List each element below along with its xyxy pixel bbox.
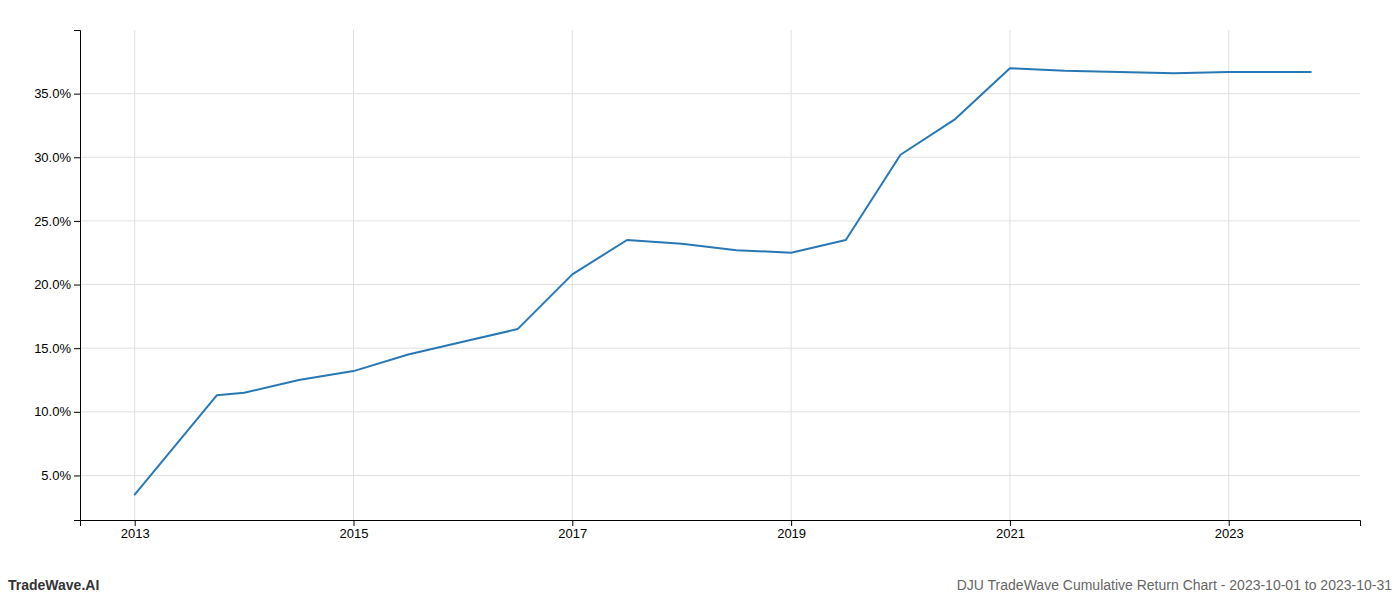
grid-line-y — [80, 475, 1360, 476]
y-axis-line — [74, 31, 81, 521]
x-tick-label: 2021 — [996, 526, 1025, 541]
x-tick-label: 2015 — [340, 526, 369, 541]
x-tick-mark — [572, 520, 573, 526]
x-axis-line — [81, 521, 1361, 527]
x-tick-mark — [1229, 520, 1230, 526]
y-tick: 35.0% — [34, 86, 80, 101]
y-tick-label: 30.0% — [34, 150, 71, 165]
grid-line-x — [134, 30, 135, 520]
grid-line-y — [80, 411, 1360, 412]
y-tick: 25.0% — [34, 214, 80, 229]
y-tick: 30.0% — [34, 150, 80, 165]
grid-line-x — [1228, 30, 1229, 520]
y-tick-label: 5.0% — [41, 468, 71, 483]
x-tick-mark — [354, 520, 355, 526]
y-tick: 20.0% — [34, 277, 80, 292]
x-tick: 2021 — [996, 520, 1025, 541]
chart: 2013 2015 2017 2019 2021 2023 5.0% 10.0% 15.0% 20… — [0, 0, 1400, 600]
grid-line-y — [80, 284, 1360, 285]
y-tick-label: 10.0% — [34, 404, 71, 419]
x-tick-mark — [791, 520, 792, 526]
plot-area — [135, 68, 1311, 494]
y-tick-label: 15.0% — [34, 341, 71, 356]
y-tick-mark — [74, 412, 80, 413]
annotation-right: DJU TradeWave Cumulative Return Chart - … — [957, 577, 1392, 593]
y-tick-mark — [74, 157, 80, 158]
y-tick-label: 25.0% — [34, 214, 71, 229]
y-tick-mark — [74, 285, 80, 286]
x-tick: 2023 — [1215, 520, 1244, 541]
grid-line-y — [80, 220, 1360, 221]
y-tick-mark — [74, 348, 80, 349]
y-tick-mark — [74, 221, 80, 222]
y-axis: 5.0% 10.0% 15.0% 20.0% 25.0% 30.0% 35.0% — [34, 31, 80, 521]
x-tick: 2017 — [558, 520, 587, 541]
y-tick-mark — [74, 94, 80, 95]
grid — [80, 30, 1360, 520]
y-tick-label: 35.0% — [34, 86, 71, 101]
x-tick-mark — [1010, 520, 1011, 526]
y-tick: 15.0% — [34, 341, 80, 356]
annotation-left: TradeWave.AI — [8, 577, 99, 593]
x-axis: 2013 2015 2017 2019 2021 2023 — [81, 520, 1361, 541]
y-tick-label: 20.0% — [34, 277, 71, 292]
line — [135, 68, 1311, 494]
x-tick: 2019 — [777, 520, 806, 541]
grid-line-y — [80, 348, 1360, 349]
x-tick-label: 2013 — [121, 526, 150, 541]
x-tick-label: 2017 — [558, 526, 587, 541]
y-tick-mark — [74, 475, 80, 476]
grid-line-x — [353, 30, 354, 520]
x-tick: 2013 — [121, 520, 150, 541]
y-tick: 5.0% — [41, 468, 80, 483]
x-tick-mark — [135, 520, 136, 526]
x-tick-label: 2019 — [777, 526, 806, 541]
grid-line-x — [1009, 30, 1010, 520]
grid-line-x — [791, 30, 792, 520]
y-tick: 10.0% — [34, 404, 80, 419]
x-tick-label: 2023 — [1215, 526, 1244, 541]
grid-line-y — [80, 157, 1360, 158]
grid-line-y — [80, 93, 1360, 94]
x-tick: 2015 — [340, 520, 369, 541]
